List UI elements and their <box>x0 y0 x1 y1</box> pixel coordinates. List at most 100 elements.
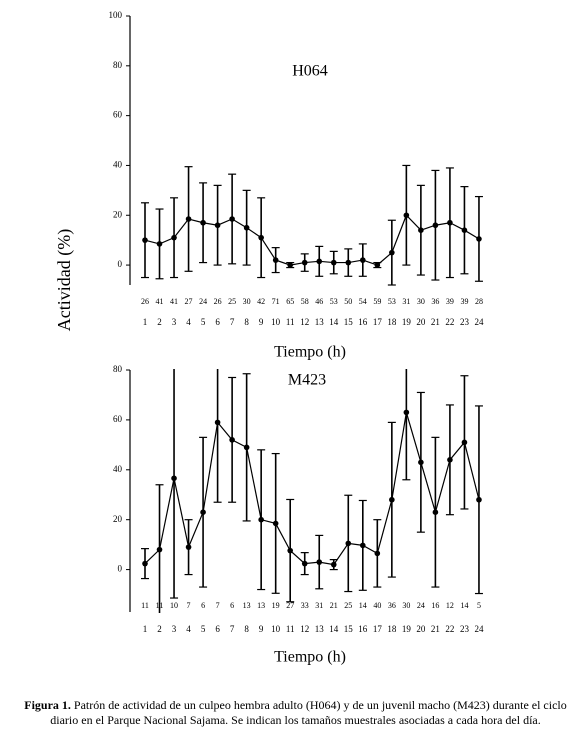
y-tick-label: 20 <box>113 514 123 524</box>
point <box>374 550 381 557</box>
point <box>156 546 163 553</box>
point <box>214 419 221 426</box>
x-tick-label: 9 <box>259 624 264 634</box>
sample-size: 14 <box>460 601 468 610</box>
sample-size: 21 <box>330 601 338 610</box>
x-tick-label: 19 <box>402 624 412 634</box>
point <box>345 540 352 547</box>
sample-size: 13 <box>257 601 265 610</box>
sample-size: 36 <box>388 601 396 610</box>
sample-size: 16 <box>431 601 439 610</box>
y-tick-label: 20 <box>113 209 123 219</box>
point <box>200 509 206 516</box>
caption-label: Figura 1. <box>24 698 71 712</box>
sample-size: 65 <box>286 297 294 306</box>
x-tick-label: 10 <box>271 317 281 327</box>
x-tick-label: 16 <box>358 317 368 327</box>
x-tick-label: 17 <box>373 317 383 327</box>
x-tick-label: 17 <box>373 624 383 634</box>
x-tick-label: 4 <box>186 317 191 327</box>
sample-size: 71 <box>272 297 280 306</box>
y-tick-label: 40 <box>113 464 123 474</box>
point <box>418 459 424 466</box>
x-tick-label: 24 <box>474 317 484 327</box>
sample-size: 39 <box>460 297 468 306</box>
x-tick-label: 19 <box>402 317 412 327</box>
sample-size: 31 <box>315 601 323 610</box>
point <box>476 496 482 503</box>
x-tick-label: 6 <box>215 317 220 327</box>
x-tick-label: 3 <box>172 317 177 327</box>
point <box>171 234 177 241</box>
x-tick-label: 1 <box>143 317 148 327</box>
point <box>243 224 250 231</box>
sample-size: 6 <box>230 601 234 610</box>
point <box>272 257 279 263</box>
point <box>330 259 337 266</box>
point <box>447 219 453 226</box>
point <box>272 520 279 527</box>
sample-size: 5 <box>477 601 481 610</box>
point <box>461 227 468 234</box>
sample-size: 7 <box>187 601 191 610</box>
sample-size: 33 <box>301 601 309 610</box>
point <box>258 234 264 241</box>
line <box>144 412 480 566</box>
point <box>301 560 308 567</box>
point <box>389 496 395 503</box>
sample-size: 25 <box>344 601 352 610</box>
y-axis-label: Actividad (%) <box>54 229 75 331</box>
x-tick-label: 18 <box>387 624 397 634</box>
x-tick-label: 21 <box>431 624 440 634</box>
point <box>330 561 337 568</box>
sample-size: 13 <box>243 601 251 610</box>
caption-text: Patrón de actividad de un culpeo hembra … <box>50 698 567 727</box>
x-tick-label: 2 <box>157 317 162 327</box>
sample-size: 40 <box>373 601 381 610</box>
point <box>389 249 395 256</box>
point <box>316 258 323 265</box>
point <box>432 222 439 229</box>
annotation: H064 <box>292 63 328 80</box>
sample-size: 41 <box>170 297 178 306</box>
x-tick-label: 15 <box>344 317 354 327</box>
x-tick-label: 11 <box>286 317 295 327</box>
point <box>360 542 366 549</box>
sample-size: 12 <box>446 601 454 610</box>
point <box>185 216 192 222</box>
point <box>360 257 366 263</box>
point <box>142 237 148 243</box>
x-tick-label: 3 <box>172 624 177 634</box>
y-tick-label: 0 <box>118 259 123 269</box>
plot-area <box>141 369 483 613</box>
sample-size: 30 <box>417 297 425 306</box>
x-tick-label: 12 <box>300 624 309 634</box>
x-tick-label: 13 <box>315 624 325 634</box>
sample-size: 36 <box>431 297 439 306</box>
point <box>214 222 221 229</box>
x-tick-label: 9 <box>259 317 264 327</box>
point <box>476 236 482 242</box>
sample-size: 26 <box>141 297 149 306</box>
x-tick-label: 1 <box>143 624 148 634</box>
y-tick-label: 80 <box>113 60 123 70</box>
point <box>229 216 235 222</box>
point <box>229 437 235 443</box>
point <box>287 262 294 268</box>
sample-size: 53 <box>330 297 338 306</box>
point <box>461 439 468 446</box>
x-tick-label: 15 <box>344 624 354 634</box>
annotation: M423 <box>288 372 326 389</box>
sample-size: 58 <box>301 297 309 306</box>
line <box>144 214 480 266</box>
x-tick-label: 10 <box>271 624 281 634</box>
x-tick-label: 22 <box>445 624 454 634</box>
point <box>287 547 294 554</box>
y-tick-label: 100 <box>109 10 123 20</box>
sample-size: 30 <box>402 601 410 610</box>
sample-size: 27 <box>185 297 193 306</box>
sample-size: 25 <box>228 297 236 306</box>
sample-size: 39 <box>446 297 454 306</box>
